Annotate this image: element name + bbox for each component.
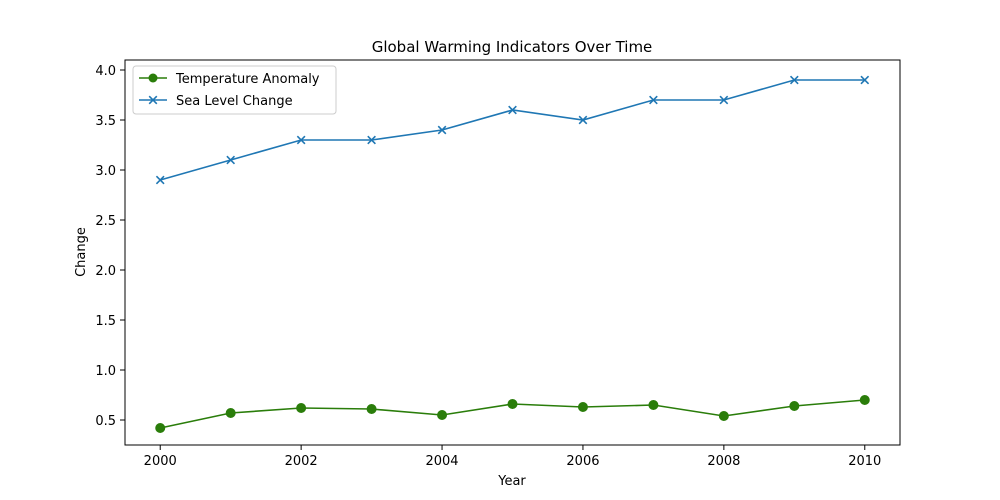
chart-title: Global Warming Indicators Over Time: [372, 38, 653, 56]
series-temperature-anomaly: [155, 395, 870, 433]
legend-marker: [148, 95, 158, 105]
data-point: [226, 155, 236, 165]
data-point: [366, 404, 377, 414]
data-point: [437, 125, 447, 135]
x-tick-label: 2010: [848, 454, 881, 469]
data-point: [577, 402, 588, 412]
plot-frame: [124, 59, 901, 446]
x-axis: 2000 2002 2004 2006 2008 2010: [144, 445, 881, 469]
x-tick-label: 2006: [566, 454, 599, 469]
data-point: [155, 423, 166, 433]
legend-label: Sea Level Change: [176, 94, 293, 109]
x-axis-title: Year: [497, 474, 526, 489]
y-axis-title: Change: [74, 227, 89, 277]
data-point: [649, 95, 658, 105]
data-point: [155, 175, 165, 185]
data-point: [718, 411, 729, 421]
data-point: [860, 75, 870, 85]
legend-label: Temperature Anomaly: [175, 72, 320, 87]
legend-box: [132, 65, 337, 115]
legend-item: Temperature Anomaly: [139, 72, 320, 87]
data-point: [719, 95, 729, 105]
y-tick-label: 1.0: [95, 364, 116, 379]
data-point: [508, 105, 517, 115]
y-tick-label: 1.5: [95, 314, 116, 329]
x-tick-label: 2004: [425, 454, 458, 469]
series-sea-level-change: [155, 75, 870, 185]
data-point: [437, 410, 448, 420]
data-point: [225, 408, 236, 418]
data-point: [507, 399, 518, 409]
y-tick-label: 3.5: [95, 114, 116, 129]
data-point: [367, 135, 376, 145]
y-tick-label: 2.5: [95, 214, 116, 229]
data-point: [578, 115, 588, 125]
x-tick-label: 2002: [285, 454, 318, 469]
data-point: [648, 400, 659, 410]
y-tick-label: 3.0: [95, 164, 116, 179]
data-point: [859, 395, 870, 405]
legend-item: Sea Level Change: [139, 94, 293, 109]
y-axis: 0.5 1.0 1.5 2.0 2.5 3.0 3.5 4.0: [95, 64, 125, 429]
legend: Temperature Anomaly Sea Level Change: [132, 65, 337, 115]
x-tick-label: 2008: [707, 454, 740, 469]
data-point: [789, 75, 799, 85]
data-point: [296, 135, 306, 145]
legend-marker: [148, 73, 158, 83]
series-layer: [155, 75, 870, 433]
data-point: [296, 403, 307, 413]
x-tick-label: 2000: [144, 454, 177, 469]
y-tick-label: 2.0: [95, 264, 116, 279]
y-tick-label: 0.5: [95, 414, 116, 429]
y-tick-label: 4.0: [95, 64, 116, 79]
data-point: [789, 401, 800, 411]
